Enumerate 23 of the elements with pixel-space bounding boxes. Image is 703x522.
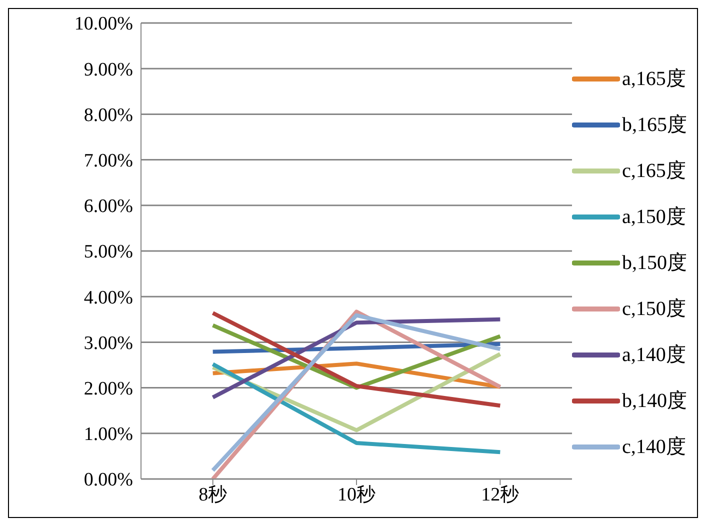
legend-label: a,165度 <box>622 67 686 92</box>
x-tick-label: 12秒 <box>481 484 520 506</box>
legend-label: a,150度 <box>622 205 686 230</box>
legend-label: b,150度 <box>622 251 687 276</box>
y-tick-label: 4.00% <box>84 287 134 308</box>
y-tick-label: 3.00% <box>84 332 134 354</box>
x-tick-label: 8秒 <box>198 484 228 506</box>
y-tick-label: 1.00% <box>84 424 134 446</box>
x-tick-label: 10秒 <box>338 484 376 506</box>
y-tick-label: 5.00% <box>84 242 134 263</box>
legend-label: a,140度 <box>622 343 686 368</box>
y-tick-label: 0.00% <box>84 470 134 491</box>
legend-label: c,150度 <box>622 297 686 322</box>
legend-label: c,165度 <box>622 159 686 184</box>
legend-label: b,165度 <box>622 113 687 138</box>
y-tick-label: 2.00% <box>84 378 134 400</box>
y-tick-label: 8.00% <box>84 104 134 126</box>
y-tick-label: 9.00% <box>84 59 134 80</box>
y-tick-label: 10.00% <box>74 14 134 35</box>
legend-label: c,140度 <box>622 435 686 460</box>
y-tick-label: 6.00% <box>84 196 134 218</box>
legend-label: b,140度 <box>622 389 687 414</box>
y-tick-label: 7.00% <box>84 150 134 172</box>
